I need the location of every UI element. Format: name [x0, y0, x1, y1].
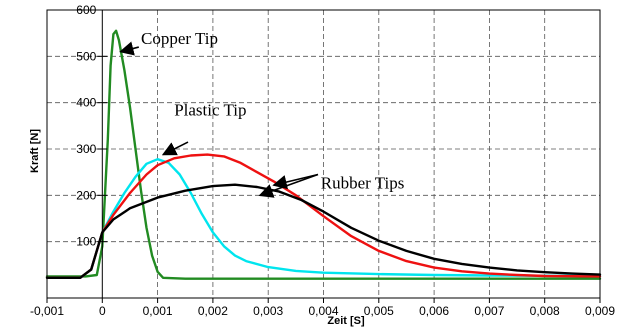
x-tick-label: 0,003: [253, 304, 283, 318]
annotation-arrow: [161, 141, 189, 156]
y-tick-label: 400: [76, 96, 96, 110]
series-line-4: [45, 183, 602, 279]
y-tick-label: 500: [76, 49, 96, 63]
series-line-1: [45, 29, 602, 280]
annotation-label-3: Rubber Tips: [321, 173, 405, 192]
annotation-arrow: [119, 41, 139, 56]
grid-lines: [47, 9, 600, 298]
y-axis-title: Kraft [N]: [29, 129, 41, 173]
y-tick-label: 300: [76, 142, 96, 156]
x-tick-label: 0,008: [530, 304, 560, 318]
annotation-label-2: Plastic Tip: [174, 101, 246, 120]
x-tick-label: 0,007: [474, 304, 504, 318]
x-tick-label: 0,002: [198, 304, 228, 318]
x-tick-labels: -0,001 0 0,001 0,002 0,003 0,004 0,005 0,006 0,0…: [30, 304, 615, 318]
annotation-label-1: Copper Tip: [141, 29, 218, 48]
annotations: Copper Tip Plastic Tip Rubber Tips: [119, 29, 405, 198]
annotation-arrow: [272, 173, 319, 190]
x-tick-label: 0,006: [419, 304, 449, 318]
x-tick-label: 0,005: [364, 304, 394, 318]
series-lines: [45, 29, 602, 280]
series-line-3: [45, 153, 602, 279]
x-tick-label: 0,001: [143, 304, 173, 318]
axes: [46, 9, 601, 303]
x-tick-label: 0,009: [585, 304, 615, 318]
y-tick-labels: 100 200 300 400 500 600: [76, 3, 96, 249]
y-tick-label: 100: [76, 235, 96, 249]
y-tick-label: 200: [76, 188, 96, 202]
annotation-arrow: [258, 173, 319, 198]
x-axis-title: Zeit [S]: [327, 315, 365, 327]
x-tick-label: 0: [99, 304, 106, 318]
x-tick-label: 0,004: [308, 304, 338, 318]
x-tick-label: -0,001: [30, 304, 64, 318]
series-line-2: [45, 158, 602, 279]
y-tick-label: 600: [76, 3, 96, 17]
